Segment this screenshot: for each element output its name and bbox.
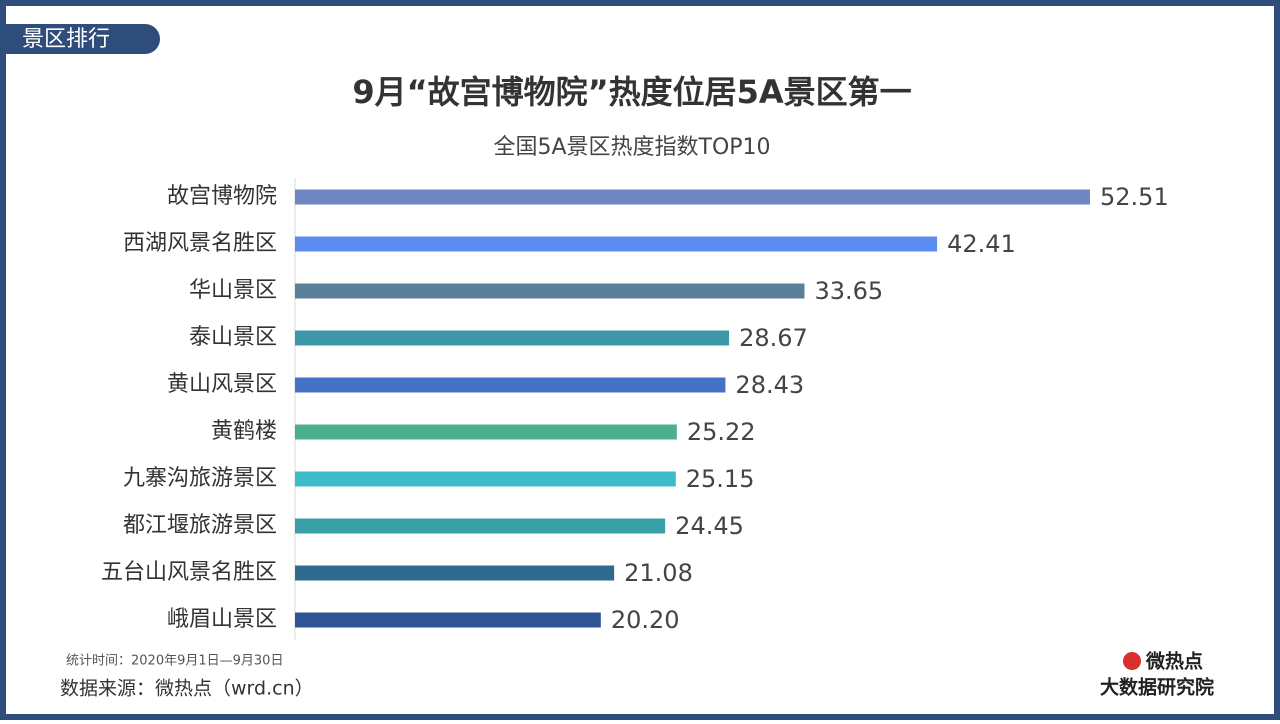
category-label: 西湖风景名胜区 (123, 231, 277, 256)
value-label: 52.51 (1100, 183, 1169, 211)
chart-title: 9月“故宫博物院”热度位居5A景区第一 (352, 73, 911, 111)
category-label: 泰山景区 (189, 325, 277, 350)
category-label: 黄鹤楼 (211, 419, 277, 444)
category-label: 黄山风景区 (167, 372, 277, 397)
value-label: 24.45 (675, 512, 744, 540)
value-label: 20.20 (611, 606, 680, 634)
bar (295, 377, 726, 393)
category-label: 都江堰旅游景区 (123, 513, 277, 538)
value-label: 28.67 (739, 324, 808, 352)
bar (295, 518, 666, 534)
category-label: 五台山风景名胜区 (101, 560, 277, 585)
value-label: 33.65 (814, 277, 883, 305)
logo-icon (1123, 652, 1141, 670)
category-label: 华山景区 (189, 278, 277, 303)
header: 景区排行 (22, 27, 110, 52)
period-note: 统计时间：2020年9月1日—9月30日 (66, 654, 283, 669)
value-label: 25.22 (687, 418, 756, 446)
bar (295, 283, 805, 299)
bar (295, 330, 730, 346)
value-label: 21.08 (624, 559, 693, 587)
category-label: 峨眉山景区 (167, 607, 277, 632)
category-label: 故宫博物院 (167, 184, 277, 209)
value-label: 42.41 (947, 230, 1016, 258)
logo-sub: 大数据研究院 (1100, 676, 1214, 699)
bar (295, 236, 938, 252)
bar (295, 471, 676, 487)
logo: 微热点 (1145, 650, 1203, 673)
bar (295, 189, 1090, 205)
bar (295, 424, 677, 440)
bar (295, 565, 615, 581)
value-label: 28.43 (735, 371, 804, 399)
source-note: 数据来源：微热点（wrd.cn） (60, 678, 314, 700)
chart-subtitle: 全国5A景区热度指数TOP10 (493, 135, 770, 160)
category-label: 九寨沟旅游景区 (123, 466, 277, 491)
value-label: 25.15 (686, 465, 755, 493)
bar (295, 612, 601, 628)
header-tab (6, 24, 160, 54)
